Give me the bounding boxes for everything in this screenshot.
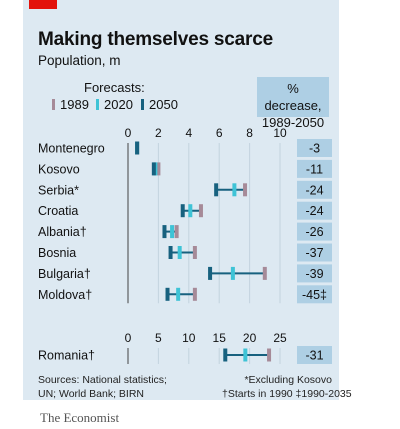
x-tick-label: 5 bbox=[155, 331, 162, 345]
chart-subtitle: Population, m bbox=[38, 53, 121, 68]
x-tick-label: 15 bbox=[213, 331, 227, 345]
legend-item-1989: 1989 bbox=[52, 97, 89, 112]
x-tick-label: 0 bbox=[125, 331, 132, 345]
marker-2050 bbox=[165, 287, 170, 301]
marker-1989 bbox=[192, 246, 197, 259]
x-tick-label: 0 bbox=[125, 126, 132, 140]
category-label: Romania† bbox=[38, 349, 95, 363]
marker-2050 bbox=[223, 348, 228, 362]
marker-2020 bbox=[230, 266, 235, 280]
decrease-value: -3 bbox=[309, 142, 320, 156]
decrease-box bbox=[297, 159, 332, 178]
category-label: Kosovo bbox=[38, 162, 80, 176]
marker-1989 bbox=[243, 183, 248, 197]
decrease-value: -26 bbox=[305, 225, 323, 239]
marker-1989 bbox=[156, 162, 161, 176]
decrease-box bbox=[297, 222, 332, 241]
decrease-value: -11 bbox=[306, 162, 323, 176]
decrease-box bbox=[297, 139, 332, 157]
chart-title: Making themselves scarce bbox=[38, 29, 273, 50]
chart-panel bbox=[23, 0, 339, 400]
marker-2050 bbox=[180, 204, 185, 218]
legend-label: Forecasts: bbox=[84, 80, 145, 95]
x-tick-label: 8 bbox=[246, 126, 253, 140]
marker-2020 bbox=[232, 183, 237, 197]
marker-2050 bbox=[208, 266, 213, 280]
marker-2020 bbox=[170, 225, 175, 239]
legend-item-2020: 2020 bbox=[96, 97, 133, 112]
brand-accent-bar bbox=[29, 0, 57, 9]
category-label: Moldova† bbox=[38, 288, 92, 302]
x-tick-label: 25 bbox=[273, 331, 287, 345]
x-tick-label: 10 bbox=[273, 126, 287, 140]
decrease-box bbox=[297, 180, 332, 199]
footer-sources: Sources: National statistics; UN; World … bbox=[38, 374, 167, 400]
category-label: Croatia bbox=[38, 204, 78, 218]
category-label: Serbia* bbox=[38, 183, 79, 197]
marker-1989 bbox=[267, 348, 272, 362]
decrease-box bbox=[297, 201, 332, 220]
marker-1989 bbox=[192, 287, 197, 301]
marker-2050 bbox=[168, 246, 173, 259]
legend-item-2050: 2050 bbox=[141, 97, 178, 112]
category-label: Bulgaria† bbox=[38, 267, 91, 281]
marker-1989 bbox=[174, 225, 179, 239]
decrease-box bbox=[297, 346, 332, 364]
decrease-box bbox=[297, 285, 332, 304]
marker-2020 bbox=[243, 348, 248, 362]
decrease-value: -24 bbox=[305, 183, 323, 197]
decrease-header: % decrease, 1989-2050 bbox=[257, 77, 329, 130]
category-label: Albania† bbox=[38, 225, 87, 239]
decrease-value: -24 bbox=[305, 204, 323, 218]
legend-swatch-2020 bbox=[96, 99, 99, 110]
marker-2050 bbox=[162, 225, 167, 239]
marker-1989 bbox=[262, 266, 267, 280]
decrease-box bbox=[297, 243, 332, 262]
x-tick-label: 10 bbox=[182, 331, 196, 345]
marker-2050 bbox=[151, 162, 156, 176]
marker-2050 bbox=[214, 183, 219, 197]
x-tick-label: 20 bbox=[243, 331, 257, 345]
x-tick-label: 2 bbox=[155, 126, 162, 140]
decrease-value: -39 bbox=[305, 267, 323, 281]
decrease-value: -31 bbox=[305, 349, 323, 363]
decrease-value: -45‡ bbox=[302, 288, 327, 302]
x-tick-label: 6 bbox=[216, 126, 223, 140]
category-label: Bosnia bbox=[38, 246, 76, 260]
decrease-box bbox=[297, 264, 332, 283]
legend-swatch-2050 bbox=[141, 99, 144, 110]
footer-notes: *Excluding Kosovo †Starts in 1990 ‡1990-… bbox=[222, 374, 352, 400]
marker-1989 bbox=[198, 204, 203, 218]
marker-2020 bbox=[188, 204, 193, 218]
category-label: Montenegro bbox=[38, 142, 105, 156]
decrease-value: -37 bbox=[305, 246, 323, 260]
legend-swatch-1989 bbox=[52, 99, 55, 110]
x-tick-label: 4 bbox=[185, 126, 192, 140]
marker-2020 bbox=[177, 246, 182, 259]
marker-2020 bbox=[176, 287, 181, 301]
brand-label: The Economist bbox=[40, 410, 120, 425]
marker-2050 bbox=[135, 141, 140, 155]
